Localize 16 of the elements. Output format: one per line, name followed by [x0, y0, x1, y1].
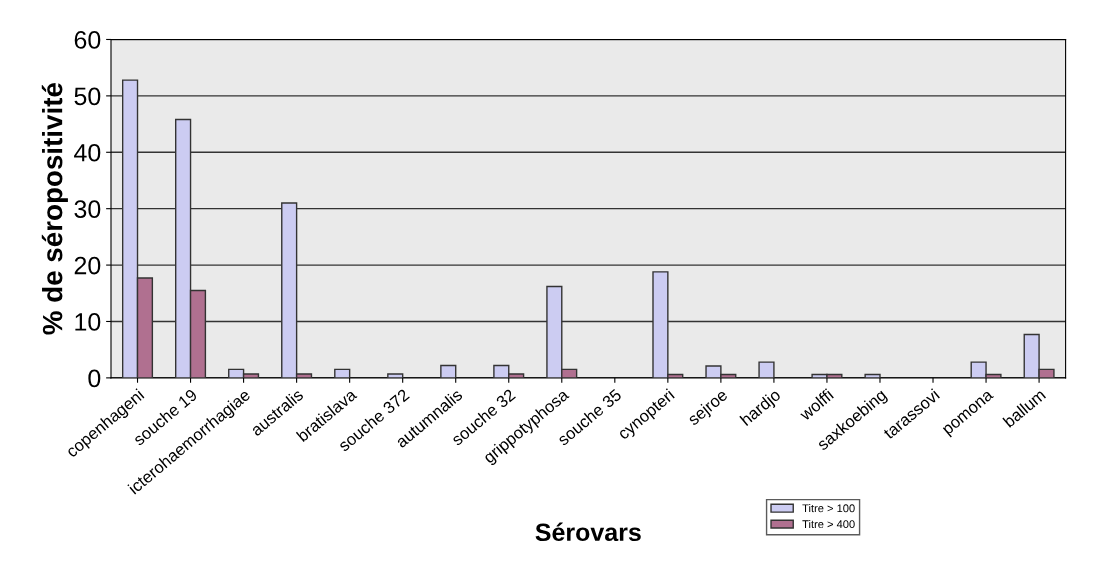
y-tick-label: 60 [74, 31, 101, 49]
y-tick-label: 40 [74, 143, 101, 162]
legend-label: Titre > 400 [802, 519, 855, 529]
bar [334, 368, 351, 378]
bar [758, 361, 775, 378]
y-tick-label: 0 [88, 369, 101, 388]
y-tick-label: 10 [75, 313, 101, 331]
y-tick-label: 50 [74, 87, 101, 106]
x-axis-title: Sérovars [535, 522, 641, 542]
y-tick-label: 20 [74, 256, 101, 275]
bar [440, 364, 457, 378]
legend-label: Titre > 100 [802, 504, 855, 513]
y-tick-label: 30 [74, 200, 101, 218]
bar [387, 373, 404, 378]
bar [864, 373, 881, 378]
y-axis-title: % de séropositivité [41, 83, 68, 335]
